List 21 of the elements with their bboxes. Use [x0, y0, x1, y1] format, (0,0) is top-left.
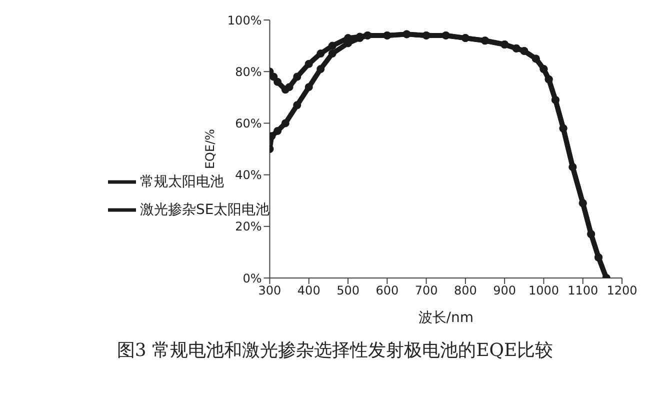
legend-label: 激光掺杂SE太阳电池	[140, 202, 270, 218]
x-tick-label: 1200	[606, 284, 638, 298]
y-tick-label: 60%	[235, 116, 262, 130]
y-tick-label: 80%	[235, 64, 262, 79]
x-tick-label: 600	[376, 284, 399, 298]
y-tick-label: 20%	[235, 220, 262, 234]
x-axis-title: 波长/nm	[418, 310, 474, 326]
caption: 图3 常规电池和激光掺杂选择性发射极电池的EQE比较	[116, 339, 554, 362]
x-tick-label: 400	[297, 284, 320, 298]
legend-label: 常规太阳电池	[140, 174, 224, 190]
y-tick-label: 40%	[235, 168, 262, 182]
x-tick-label: 300	[258, 284, 282, 298]
x-tick-label: 500	[336, 284, 360, 298]
x-tick-label: 900	[493, 284, 516, 298]
y-axis-title: EQE/%	[202, 128, 217, 170]
y-tick-label: 0%	[242, 271, 262, 286]
y-tick-label: 100%	[227, 13, 262, 28]
x-tick-label: 700	[414, 284, 438, 298]
x-tick-label: 1000	[528, 284, 559, 298]
x-tick-label: 800	[454, 284, 477, 298]
x-tick-label: 1100	[568, 284, 598, 298]
